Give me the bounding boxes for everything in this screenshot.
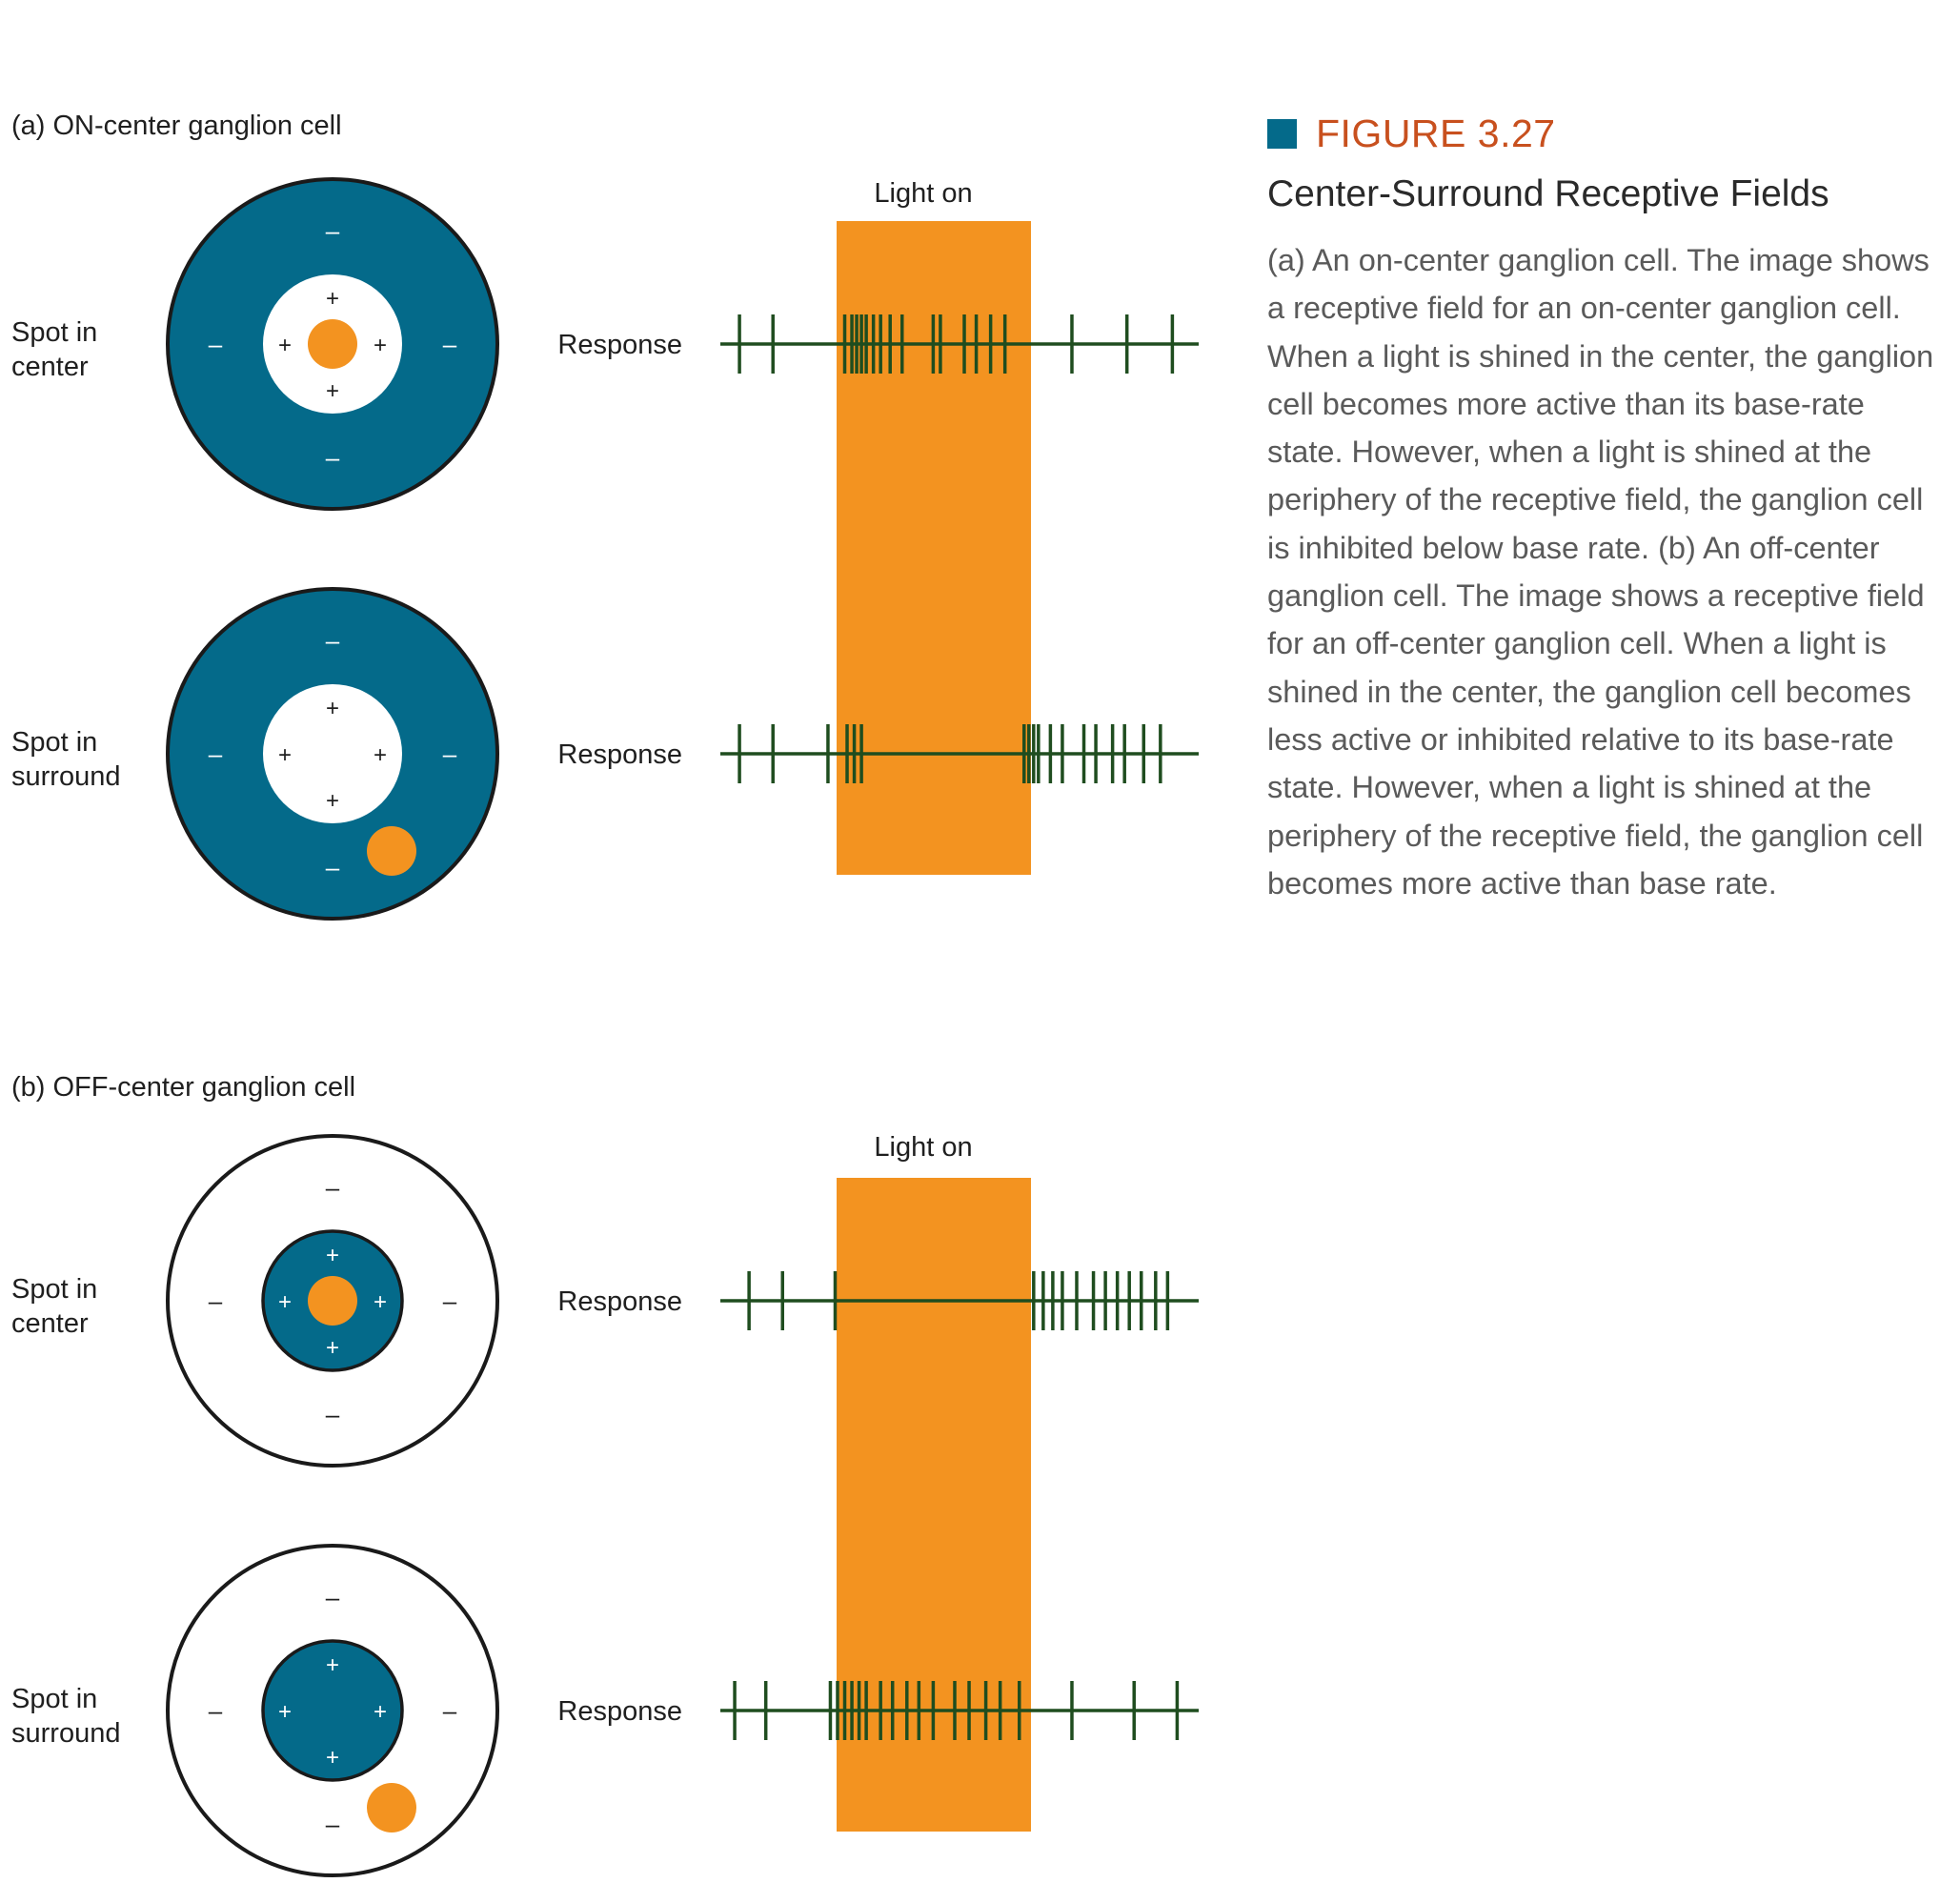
- panel_b-row-1-light-spot: [367, 1783, 416, 1832]
- panel_b-light-on-label: Light on: [874, 1132, 972, 1163]
- panel_a-row-1-light-spot: [367, 826, 416, 876]
- figure-caption: FIGURE 3.27 Center-Surround Receptive Fi…: [1267, 107, 1944, 907]
- panel_b-row-1-center-sign-0: +: [326, 1652, 339, 1678]
- figure-title: Center-Surround Receptive Fields: [1267, 173, 1829, 214]
- panel_b-row-1-receptive-field-center: [261, 1639, 404, 1782]
- panel_b-row-0-light-spot: [308, 1276, 357, 1326]
- panel_a-row-0-surround-sign-3: –: [326, 443, 340, 472]
- panel_a-row-1-response-label: Response: [557, 739, 682, 770]
- panel_a-row-1-surround-sign-3: –: [326, 853, 340, 881]
- panel_a-row-0-center-sign-2: +: [374, 333, 387, 358]
- panel_a-light-on-label: Light on: [874, 178, 972, 209]
- panel_a-row-1-center-sign-0: +: [326, 696, 339, 721]
- panel_a-row-0-surround-sign-2: –: [443, 330, 457, 358]
- panel_a-row-0-surround-sign-1: –: [209, 330, 223, 358]
- panel_a-row-1-label-line2: surround: [11, 761, 120, 792]
- panel_b-row-1-center-sign-2: +: [374, 1699, 387, 1725]
- figure-number: FIGURE 3.27: [1316, 111, 1556, 155]
- figure-description: (a) An on-center ganglion cell. The imag…: [1267, 243, 1934, 901]
- panel_b-row-0-surround-sign-2: –: [443, 1286, 457, 1315]
- panel_a-row-0-surround-sign-0: –: [326, 216, 340, 245]
- panel_b-row-0-label-line2: center: [11, 1308, 89, 1339]
- panel_b-row-1-label-line2: surround: [11, 1718, 120, 1749]
- panel_b-row-1-surround-sign-3: –: [326, 1810, 340, 1838]
- panel_a-row-0-center-sign-0: +: [326, 286, 339, 312]
- panel_a-row-0-response-label: Response: [557, 330, 682, 360]
- panel_b-row-1-center-sign-1: +: [278, 1699, 292, 1725]
- panel_a-row-1-surround-sign-0: –: [326, 626, 340, 655]
- panel_a-row-1-label-line1: Spot in: [11, 727, 97, 758]
- panel_a-row-0-center-sign-3: +: [326, 378, 339, 404]
- panel_b-row-1-label-line1: Spot in: [11, 1684, 97, 1714]
- panel_b-row-0-surround-sign-1: –: [209, 1286, 223, 1315]
- panel_b-row-1-surround-sign-0: –: [326, 1583, 340, 1611]
- panel_a-row-1-receptive-field-center: [263, 684, 402, 823]
- panel_a-row-1-surround-sign-2: –: [443, 739, 457, 768]
- panel_a-row-0-light-spot: [308, 319, 357, 369]
- panel_b-row-0-center-sign-1: +: [278, 1289, 292, 1315]
- panel_b-row-0-center-sign-2: +: [374, 1289, 387, 1315]
- panel_b-row-0-surround-sign-3: –: [326, 1400, 340, 1428]
- panel_a-row-1-center-sign-2: +: [374, 742, 387, 768]
- panel_a-row-0-center-sign-1: +: [278, 333, 292, 358]
- panel_b-row-1-response-label: Response: [557, 1696, 682, 1727]
- panel_a-row-1-surround-sign-1: –: [209, 739, 223, 768]
- panel_b-row-1-surround-sign-1: –: [209, 1696, 223, 1725]
- figure-marker-square: [1267, 118, 1297, 149]
- panel_a-title: (a) ON-center ganglion cell: [11, 111, 342, 141]
- figure-heading: FIGURE 3.27: [1267, 107, 1944, 160]
- panel_b-row-0-response-label: Response: [557, 1286, 682, 1317]
- panel_b-row-0-surround-sign-0: –: [326, 1173, 340, 1202]
- panel_b-title: (b) OFF-center ganglion cell: [11, 1072, 355, 1103]
- panel_b-row-0-label-line1: Spot in: [11, 1274, 97, 1305]
- panel_a-row-1-center-sign-1: +: [278, 742, 292, 768]
- panel_b-row-1-center-sign-3: +: [326, 1745, 339, 1771]
- panel_a-row-0-label-line1: Spot in: [11, 317, 97, 348]
- panel_b-row-0-center-sign-0: +: [326, 1243, 339, 1268]
- panel_a-row-1-center-sign-3: +: [326, 788, 339, 814]
- panel_a-row-0-label-line2: center: [11, 352, 89, 382]
- panel_b-row-1-surround-sign-2: –: [443, 1696, 457, 1725]
- panel_b-row-0-center-sign-3: +: [326, 1335, 339, 1361]
